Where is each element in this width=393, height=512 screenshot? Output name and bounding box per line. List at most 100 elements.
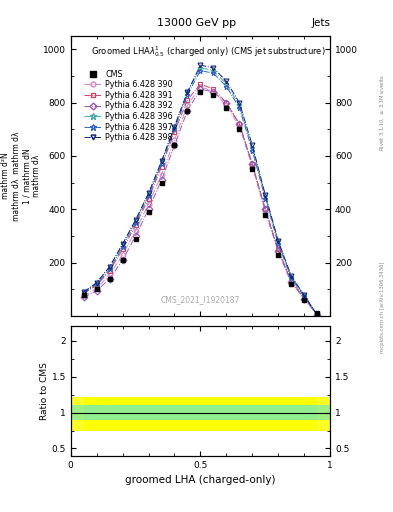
Pythia 6.428 391 (94, 282, 99, 288)
Pythia 6.428 397 (94, 281, 99, 287)
Line: Pythia 6.428 391: Pythia 6.428 391 (81, 81, 320, 317)
Bar (226, 397, 252, 431)
Bar (252, 397, 278, 431)
Pythia 6.428 398 (237, 99, 242, 105)
Pythia 6.428 391 (146, 196, 151, 202)
Bar (97, 406, 123, 420)
Bar (200, 406, 226, 420)
Pythia 6.428 396 (250, 145, 255, 151)
Pythia 6.428 391 (198, 81, 203, 87)
Line: Pythia 6.428 398: Pythia 6.428 398 (81, 63, 320, 317)
Pythia 6.428 396 (133, 217, 138, 223)
Pythia 6.428 396 (315, 312, 320, 318)
Pythia 6.428 398 (289, 273, 294, 279)
Pythia 6.428 396 (159, 158, 164, 164)
Pythia 6.428 391 (224, 99, 229, 105)
Pythia 6.428 391 (276, 246, 281, 252)
Pythia 6.428 396 (146, 190, 151, 197)
Pythia 6.428 396 (237, 102, 242, 109)
Pythia 6.428 398 (146, 190, 151, 197)
Pythia 6.428 396 (120, 241, 125, 247)
Bar (149, 406, 174, 420)
Pythia 6.428 396 (224, 81, 229, 87)
Pythia 6.428 390 (302, 295, 307, 302)
Pythia 6.428 391 (172, 129, 177, 135)
Pythia 6.428 392 (94, 288, 99, 294)
Pythia 6.428 391 (211, 86, 216, 92)
Pythia 6.428 390 (237, 123, 242, 130)
Pythia 6.428 392 (211, 89, 216, 95)
Bar (136, 397, 162, 431)
Bar (97, 397, 123, 431)
Line: CMS: CMS (81, 90, 320, 316)
Pythia 6.428 398 (107, 264, 112, 270)
Pythia 6.428 397 (146, 193, 151, 199)
Pythia 6.428 398 (263, 191, 268, 198)
Pythia 6.428 390 (250, 163, 255, 169)
CMS (198, 89, 203, 95)
Pythia 6.428 390 (185, 102, 190, 109)
Pythia 6.428 397 (185, 92, 190, 98)
Bar (174, 397, 200, 431)
Pythia 6.428 398 (250, 142, 255, 148)
Pythia 6.428 397 (120, 244, 125, 250)
Pythia 6.428 390 (172, 137, 177, 143)
CMS (185, 108, 190, 114)
Bar (239, 406, 265, 420)
Pythia 6.428 392 (315, 312, 320, 318)
CMS (302, 297, 307, 303)
Bar (278, 406, 304, 420)
Pythia 6.428 398 (94, 280, 99, 286)
Pythia 6.428 396 (81, 289, 86, 295)
Pythia 6.428 397 (107, 266, 112, 272)
Pythia 6.428 398 (315, 312, 320, 318)
Bar (291, 397, 317, 431)
Pythia 6.428 390 (159, 172, 164, 178)
Text: Jets: Jets (311, 18, 330, 28)
Pythia 6.428 397 (133, 220, 138, 226)
Bar (200, 397, 226, 431)
Pythia 6.428 392 (107, 275, 112, 282)
Pythia 6.428 398 (120, 241, 125, 247)
Bar (162, 397, 187, 431)
Pythia 6.428 392 (185, 108, 190, 114)
Pythia 6.428 391 (263, 206, 268, 212)
Bar (226, 406, 252, 420)
Pythia 6.428 397 (263, 196, 268, 202)
Pythia 6.428 398 (81, 289, 86, 295)
Pythia 6.428 398 (198, 62, 203, 68)
Bar (252, 406, 278, 420)
Pythia 6.428 398 (302, 292, 307, 298)
Pythia 6.428 392 (172, 142, 177, 148)
Bar (265, 397, 291, 431)
Line: Pythia 6.428 392: Pythia 6.428 392 (81, 87, 320, 317)
Pythia 6.428 392 (159, 177, 164, 183)
Pythia 6.428 396 (107, 264, 112, 270)
Bar (110, 397, 136, 431)
CMS (81, 292, 86, 298)
CMS (250, 166, 255, 173)
Bar (84, 397, 110, 431)
Pythia 6.428 397 (289, 275, 294, 281)
Legend: CMS, Pythia 6.428 390, Pythia 6.428 391, Pythia 6.428 392, Pythia 6.428 396, Pyt: CMS, Pythia 6.428 390, Pythia 6.428 391,… (83, 68, 174, 144)
Text: mcplots.cern.ch [arXiv:1306.3436]: mcplots.cern.ch [arXiv:1306.3436] (380, 262, 385, 353)
Pythia 6.428 396 (185, 89, 190, 95)
Pythia 6.428 390 (107, 272, 112, 278)
Pythia 6.428 391 (289, 279, 294, 285)
Bar (136, 406, 162, 420)
Pythia 6.428 391 (133, 222, 138, 228)
Pythia 6.428 390 (224, 102, 229, 109)
Bar (162, 406, 187, 420)
Pythia 6.428 390 (276, 249, 281, 255)
Pythia 6.428 391 (159, 163, 164, 169)
Line: Pythia 6.428 396: Pythia 6.428 396 (81, 66, 320, 317)
Bar (213, 406, 239, 420)
Pythia 6.428 398 (276, 238, 281, 244)
Pythia 6.428 390 (289, 280, 294, 286)
CMS (172, 142, 177, 148)
Bar (304, 406, 330, 420)
Pythia 6.428 396 (263, 193, 268, 199)
Text: 13000 GeV pp: 13000 GeV pp (157, 18, 236, 28)
Text: Groomed LHA$\lambda^{1}_{0.5}$ (charged only) (CMS jet substructure): Groomed LHA$\lambda^{1}_{0.5}$ (charged … (92, 44, 326, 59)
Pythia 6.428 392 (289, 279, 294, 285)
